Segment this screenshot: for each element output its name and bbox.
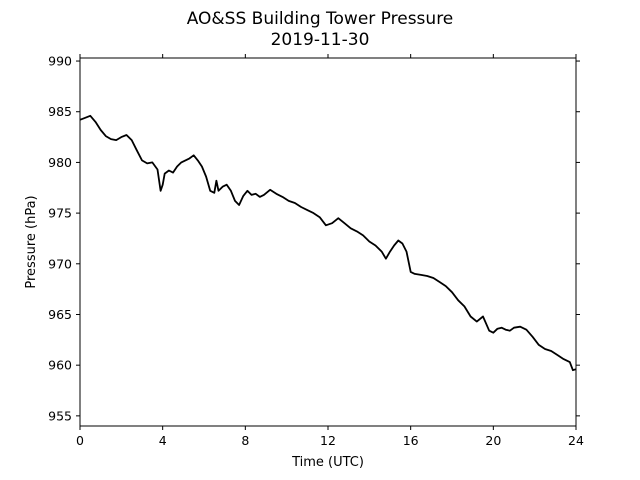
x-tick-label: 20	[485, 433, 501, 448]
y-tick-label: 960	[48, 358, 72, 373]
y-tick-label: 955	[48, 408, 72, 423]
x-tick-label: 12	[320, 433, 336, 448]
plot-area	[79, 57, 577, 427]
chart-title: AO&SS Building Tower Pressure	[187, 9, 454, 29]
y-tick-label: 965	[48, 307, 72, 322]
x-tick-label: 4	[159, 433, 167, 448]
x-tick-label: 8	[241, 433, 249, 448]
x-tick-label: 16	[403, 433, 419, 448]
y-tick-label: 985	[48, 104, 72, 119]
x-axis-label: Time (UTC)	[291, 455, 364, 470]
y-tick-label: 990	[48, 54, 72, 69]
chart-subtitle: 2019-11-30	[271, 30, 370, 50]
y-tick-label: 970	[48, 256, 72, 271]
y-axis-label: Pressure (hPa)	[24, 195, 39, 288]
x-tick-label: 24	[568, 433, 584, 448]
pressure-series-line	[79, 114, 577, 372]
axis-ticks: 0 4 8 12 16 20 24 955 960 965 970 975 980 985 990	[48, 54, 584, 448]
y-tick-label: 980	[48, 155, 72, 170]
y-tick-label: 975	[48, 206, 72, 221]
x-tick-label: 0	[76, 433, 84, 448]
